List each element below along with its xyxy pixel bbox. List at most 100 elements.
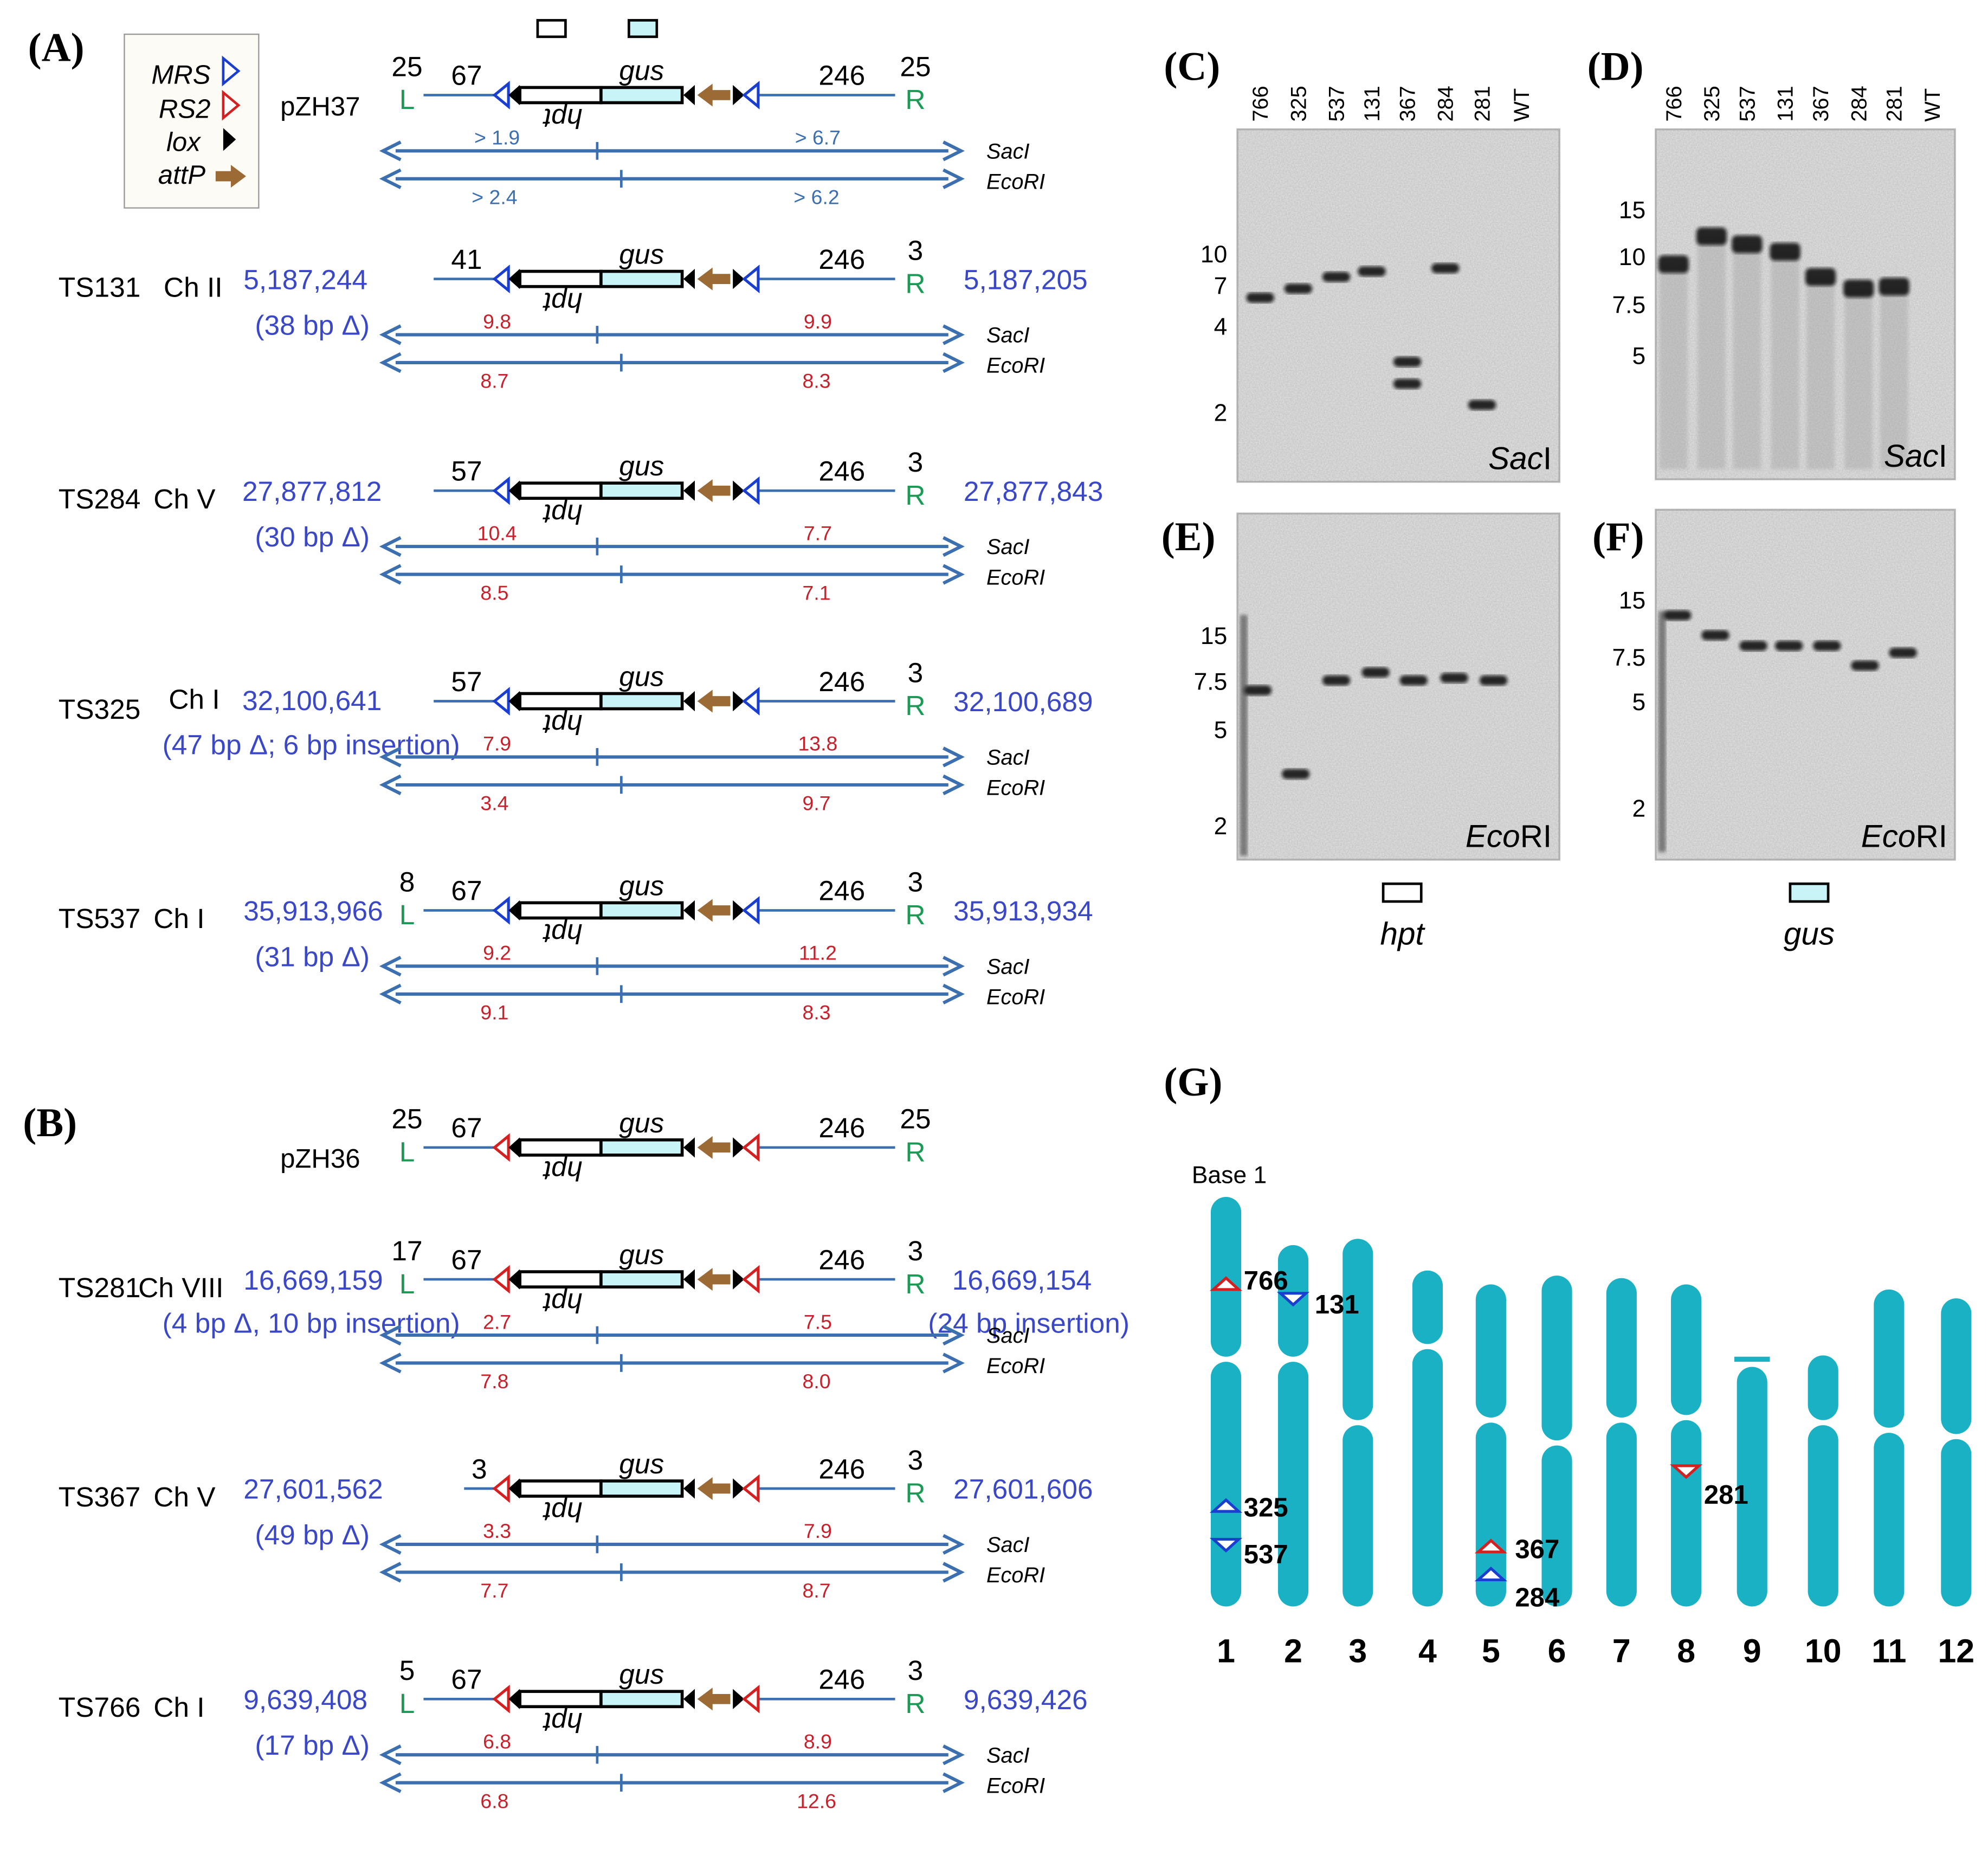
chromosome-1: 1 [1210,1197,1242,1669]
saci-right-size: 7.5 [804,1310,832,1333]
saci-fragment-arrow-left-head [379,746,402,768]
saci-label: SacI [986,535,1030,559]
chromosome-arm [1737,1367,1767,1607]
lox-mid-icon [683,1269,695,1290]
size-marker: 2 [1214,813,1228,840]
ecori-fragment-arrow-right-head [943,1352,965,1374]
ecori-left-size: 9.1 [480,1001,508,1024]
lane-smear [1697,236,1726,469]
construct-name: TS367 [59,1481,141,1512]
left-note: (4 bp Δ, 10 bp insertion) [163,1307,460,1338]
construct-name: TS131 [59,271,141,302]
size-marker: 10 [1200,241,1227,268]
gus-label: gus [619,54,664,86]
ecori-left-size: 7.8 [480,1370,508,1393]
lox-left-icon [508,1137,520,1158]
mrs-left-site-icon [492,265,510,294]
right-coordinate: 9,639,426 [964,1684,1088,1715]
left-border-letter: L [399,1687,415,1719]
lox-right-icon [733,1689,745,1710]
lane-label: 131 [1360,86,1384,121]
lox-left-icon [508,1269,520,1290]
hpt-gene-box [518,1270,603,1289]
construct-name: TS537 [59,903,141,934]
left-bp-count: 67 [451,875,482,906]
lane-label: 766 [1249,86,1273,121]
chromosome-long-arm [1606,1422,1637,1607]
gus-gene-box [599,692,684,711]
ecori-left-size: 6.8 [480,1789,508,1812]
gus-label: gus [619,1448,664,1479]
right-border-letter: R [905,1477,925,1509]
lox-left-icon [508,1689,520,1710]
insertion-marker-325 [1209,1498,1243,1513]
lane-label: 284 [1847,86,1871,121]
chromosome-long-arm [1412,1349,1443,1607]
mrs-right-site-icon [742,896,760,925]
hpt-label: hpt [542,709,582,740]
left-bp-count: 67 [451,60,482,91]
mrs-left-site-icon [492,476,510,505]
hpt-gene-box [518,692,603,711]
lox-mid-icon [683,268,695,289]
chromosome-short-arm [1671,1284,1702,1415]
saci-right-size: 13.8 [798,732,837,755]
ecori-label: EcoRI [986,986,1045,1009]
rs2-left-site-icon [492,1474,510,1503]
chromosome-short-arm [1808,1355,1838,1420]
ecori-label: EcoRI [986,1563,1045,1587]
blot-texture [1655,510,1955,860]
chromosome-4: 4 [1412,1270,1443,1669]
lane-smear [1844,288,1873,469]
chromosome-number: 9 [1743,1632,1761,1669]
hpt-label: hpt [542,918,582,950]
saci-fragment-arrow-right-head [943,1324,965,1346]
ecori-label: EcoRI [986,565,1045,589]
gus-label: gus [619,239,664,270]
left-coordinate: 35,913,966 [243,895,383,926]
right-bp-count: 246 [818,455,865,486]
chromosome-6: 6 [1541,1276,1572,1669]
left-border-count: 8 [399,866,415,897]
blot-band [1658,255,1689,273]
mrs-right-site-icon [742,476,760,505]
blot-band [1468,400,1496,410]
insertion-marker-131 [1276,1292,1310,1307]
ecori-left-size: 8.7 [480,370,508,392]
lox-left-icon [508,480,520,501]
construct-ts537: TS537 Ch I gus hpt 67 246 8L 3R 35,913,966 35,913… [59,866,1093,1023]
chromosome-number: 3 [1348,1632,1367,1669]
saci-left-size: 2.7 [483,1310,511,1333]
gus-gene-box [599,1270,684,1289]
right-border-count: 3 [908,1235,924,1266]
right-border-letter: R [905,690,925,721]
chromosome-label: Ch I [169,684,220,715]
ecori-fragment-arrow-right-head [943,1562,965,1583]
right-coordinate: 27,601,606 [953,1473,1093,1505]
ecori-fragment-arrow-left-head [379,774,402,795]
saci-fragment-arrow-left-head [379,1534,402,1555]
lane-label: 281 [1471,86,1495,121]
right-border-count: 3 [908,235,924,266]
blot-panel-c: 766 325 537 131 367 284 281 WT 10 7 4 2 SacI [1200,86,1560,483]
saci-fragment-arrow-right-head [943,956,965,977]
ecori-left-size: > 2.4 [472,186,517,209]
chromosome-short-arm [1412,1270,1443,1344]
ecori-fragment-arrow-right-head [943,1772,965,1793]
blot-band [1889,647,1917,658]
gus-label: gus [619,1239,664,1270]
chromosome-long-arm [1874,1433,1905,1607]
insertion-marker-537 [1209,1538,1243,1553]
attp-arrow-icon [697,1268,731,1291]
blot-band [1281,769,1310,780]
mrs-left-site-icon [492,687,510,716]
panel-label-d: (D) [1587,44,1644,89]
chromosome-label: Ch V [153,1481,216,1512]
ecori-right-size: 12.6 [797,1789,836,1812]
chromosome-label: Ch II [164,271,223,302]
lox-right-icon [733,85,745,106]
blot-band [1393,378,1422,389]
enzyme-label: SacI [1884,439,1947,474]
ecori-right-size: 9.7 [803,792,831,815]
chromosome-short-arm [1941,1298,1972,1434]
